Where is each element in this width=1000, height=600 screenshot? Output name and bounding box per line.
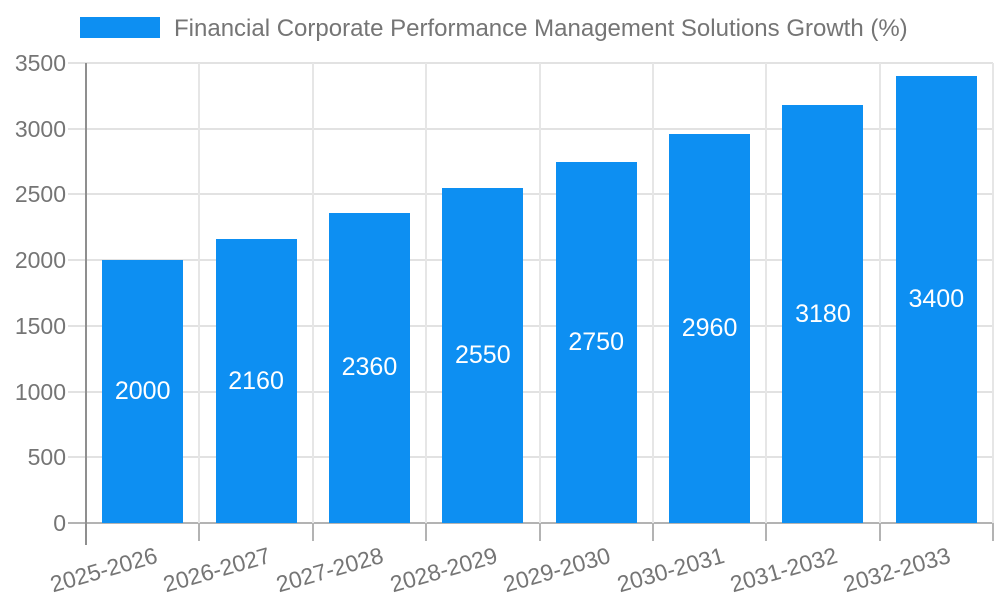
y-gridline — [68, 62, 993, 64]
x-axis-tick — [425, 523, 428, 541]
bar[interactable]: 2750 — [555, 161, 637, 523]
y-axis-tick-label: 2500 — [14, 181, 66, 208]
x-axis-tick — [992, 523, 994, 541]
bar[interactable]: 2360 — [328, 212, 410, 523]
y-gridline — [68, 390, 993, 393]
legend-label: Financial Corporate Performance Manageme… — [174, 15, 908, 42]
x-gridline — [878, 63, 881, 523]
y-axis-line — [85, 63, 87, 545]
y-axis-tick-label: 3000 — [14, 115, 66, 142]
y-gridline — [68, 522, 993, 524]
legend-swatch — [80, 17, 160, 38]
bar[interactable]: 3180 — [782, 105, 864, 523]
x-axis-tick-label: 2031-2032 — [727, 542, 841, 598]
x-gridline — [538, 63, 541, 523]
bar[interactable]: 2160 — [215, 239, 297, 523]
bar-value-label: 2000 — [114, 377, 171, 406]
x-axis-tick-label: 2025-2026 — [46, 542, 160, 598]
bar[interactable]: 3400 — [895, 76, 977, 523]
x-gridline — [992, 63, 994, 523]
x-axis-tick-label: 2028-2029 — [387, 542, 500, 598]
bar[interactable]: 2550 — [442, 187, 524, 523]
x-gridline — [198, 63, 201, 523]
bar-value-label: 2550 — [455, 340, 511, 369]
y-gridline — [68, 193, 993, 196]
plot-area: 0 500 1000 1500 2000 2500 3000 3500 2000 2160 2360… — [15, 50, 994, 597]
x-axis-tick — [651, 523, 654, 541]
x-axis-tick — [311, 523, 314, 541]
x-axis-tick — [765, 523, 768, 541]
x-axis-tick — [878, 523, 881, 541]
x-axis-tick-label: 2027-2028 — [273, 542, 387, 598]
x-axis-tick-label: 2026-2027 — [160, 542, 274, 598]
bar-value-label: 2360 — [341, 353, 398, 382]
x-axis-tick — [198, 523, 201, 541]
x-axis-tick-label: 2032-2033 — [840, 542, 954, 598]
x-gridline — [651, 63, 654, 523]
y-axis-tick-label: 3500 — [14, 50, 66, 76]
bar-value-label: 2750 — [568, 327, 624, 356]
bar[interactable]: 2960 — [669, 133, 751, 523]
y-axis-tick-label: 500 — [27, 444, 66, 471]
x-gridline — [765, 63, 768, 523]
x-gridline — [425, 63, 428, 523]
x-axis-tick-label: 2029-2030 — [500, 542, 614, 598]
bar[interactable]: 2000 — [102, 260, 184, 523]
x-gridline — [311, 63, 314, 523]
y-gridline — [68, 456, 993, 459]
x-axis-tick-label: 2030-2031 — [613, 542, 727, 598]
bar-value-label: 3400 — [908, 285, 965, 314]
y-axis-tick-label: 0 — [53, 510, 66, 536]
y-axis-tick-label: 1000 — [14, 378, 66, 405]
bar-value-label: 2960 — [681, 313, 738, 342]
bar-value-label: 2160 — [228, 366, 284, 395]
x-axis-tick — [538, 523, 541, 541]
bar-value-label: 3180 — [795, 299, 851, 328]
y-axis-tick-label: 2000 — [14, 247, 66, 274]
y-gridline — [68, 324, 993, 327]
y-gridline — [68, 127, 993, 130]
y-axis-tick-label: 1500 — [14, 312, 66, 339]
y-gridline — [68, 259, 993, 262]
